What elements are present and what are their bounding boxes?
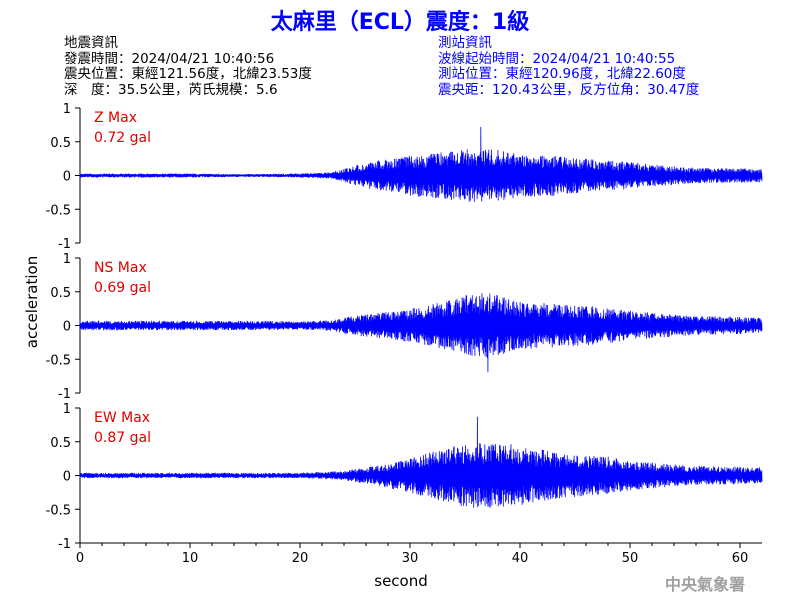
y-tick-label-ns: 0.5 <box>50 286 71 301</box>
agency-watermark: 中央氣象署 <box>664 575 745 594</box>
y-tick-label-z: -1 <box>58 237 71 252</box>
station-location: 測站位置：東經120.96度，北緯22.60度 <box>438 66 686 82</box>
max-label-z: Z Max <box>94 110 137 126</box>
max-value-ns: 0.69 gal <box>94 280 151 296</box>
y-tick-label-ew: 1 <box>63 402 71 417</box>
x-tick-label: 10 <box>182 551 199 566</box>
y-tick-label-ns: 1 <box>63 252 71 267</box>
x-tick-label: 0 <box>76 551 84 566</box>
max-label-ns: NS Max <box>94 260 147 276</box>
y-tick-label-ew: 0.5 <box>50 436 71 451</box>
y-tick-label-ns: 0 <box>63 320 71 335</box>
x-tick-label: 60 <box>732 551 749 566</box>
max-value-ew: 0.87 gal <box>94 430 151 446</box>
y-tick-label-ew: -1 <box>58 537 71 552</box>
y-axis-title: acceleration <box>23 256 41 348</box>
y-tick-label-z: 0 <box>63 170 71 185</box>
y-tick-label-z: -0.5 <box>46 203 71 218</box>
x-tick-label: 40 <box>512 551 529 566</box>
max-value-z: 0.72 gal <box>94 130 151 146</box>
x-tick-label: 20 <box>292 551 309 566</box>
station-info-heading: 測站資訊 <box>438 35 492 51</box>
max-label-ew: EW Max <box>94 410 150 426</box>
epicentral-distance: 震央距：120.43公里，反方位角：30.47度 <box>438 81 700 98</box>
waveform-z <box>79 126 763 202</box>
y-tick-label-ns: -0.5 <box>46 353 71 368</box>
waveform-ew <box>79 416 763 508</box>
y-tick-label-z: 0.5 <box>50 136 71 151</box>
earthquake-info-heading: 地震資訊 <box>64 35 118 51</box>
y-tick-label-z: 1 <box>63 102 71 117</box>
epicenter: 震央位置：東經121.56度，北緯23.53度 <box>64 66 312 82</box>
wave-start-time: 波線起始時間：2024/04/21 10:40:55 <box>438 50 676 67</box>
waveform-ns <box>79 293 763 373</box>
x-tick-label: 50 <box>622 551 639 566</box>
earthquake-info: 地震資訊 發震時間：2024/04/21 10:40:56 震央位置：東經121… <box>64 35 312 98</box>
y-tick-label-ew: 0 <box>63 470 71 485</box>
x-axis-title: second <box>374 572 428 590</box>
depth-magnitude: 深 度：35.5公里，芮氏規模：5.6 <box>64 81 278 98</box>
chart-title: 太麻里（ECL）震度：1級 <box>270 10 530 35</box>
station-info: 測站資訊 波線起始時間：2024/04/21 10:40:55 測站位置：東經1… <box>438 35 700 98</box>
origin-time: 發震時間：2024/04/21 10:40:56 <box>64 50 275 67</box>
y-tick-label-ns: -1 <box>58 387 71 402</box>
x-tick-label: 30 <box>402 551 419 566</box>
y-tick-label-ew: -0.5 <box>46 503 71 518</box>
